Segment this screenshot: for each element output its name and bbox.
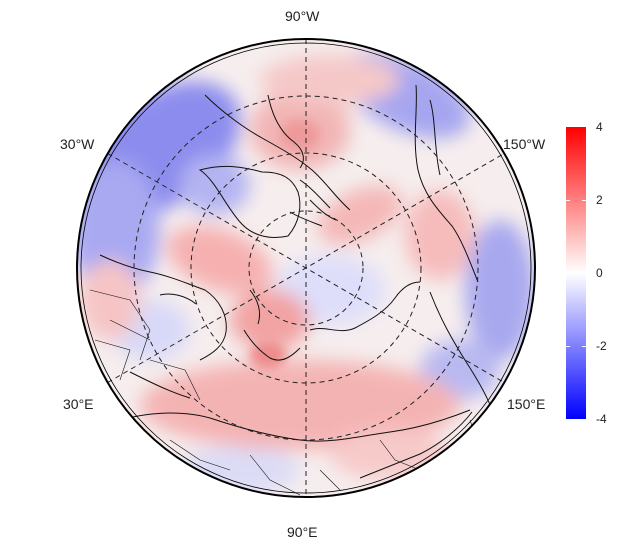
colorbar-tick-mark [566,200,570,201]
label-lon-bottom: 90°E [287,524,318,540]
colorbar [566,127,586,419]
map-border [76,38,536,498]
label-lon-upper-left: 30°W [60,136,95,152]
colorbar-tick-label: 4 [596,120,603,134]
colorbar-tick-mark [582,200,586,201]
graticule [107,39,505,497]
anomaly-field [77,39,535,497]
colorbar-tick-label: 2 [596,193,603,207]
colorbar-tick-label: -4 [596,412,607,426]
label-lon-lower-right: 150°E [507,396,546,412]
colorbar-tick-label: 0 [596,266,603,280]
label-lon-lower-left: 30°E [63,396,94,412]
colorbar-tick-mark [582,346,586,347]
colorbar-tick-mark [582,273,586,274]
colorbar-tick-mark [566,346,570,347]
coastlines [99,84,493,479]
label-lon-top: 90°W [285,8,320,24]
label-lon-upper-right: 150°W [503,136,546,152]
colorbar-tick-mark [566,273,570,274]
colorbar-tick-label: -2 [596,339,607,353]
